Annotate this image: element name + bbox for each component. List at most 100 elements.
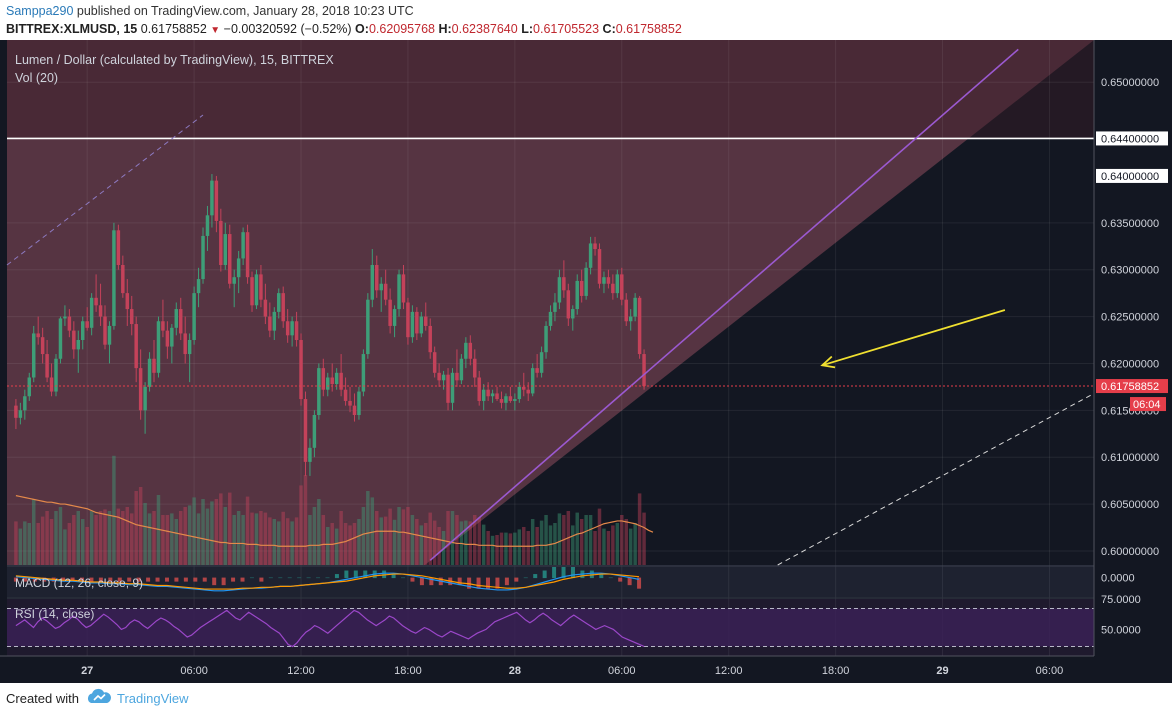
countdown-label: 06:04 [1133,399,1161,411]
candle-body [236,258,241,278]
ascending-trendline [429,48,1019,561]
volume-bar [473,515,477,565]
volume-bar [45,511,49,565]
time-tick-label: 06:00 [608,665,636,677]
candle-body [290,321,294,336]
volume-label: Vol (20) [15,71,58,85]
rsi-tick-label: 75.0000 [1101,594,1141,606]
candle-body [254,274,259,306]
time-tick-label: 18:00 [822,665,850,677]
volume-bar [383,516,388,565]
macd-histogram-bar [61,577,66,582]
volume-bar [357,519,361,565]
high-label: H: [438,22,452,36]
candle-body [205,215,210,236]
candle-body [130,309,134,325]
volume-bar [624,519,628,565]
chart-area[interactable]: 0.65000000 0.63500000 0.63000000 0.62500000… [0,40,1172,683]
candle-body [392,309,397,326]
rsi-label: RSI (14, close) [15,607,94,621]
candle-body [214,180,219,221]
macd-histogram-bar [136,577,141,582]
candle-body [620,274,624,300]
tradingview-link[interactable]: TradingView [117,691,189,706]
macd-histogram-bar [325,577,330,579]
volume-bar [495,535,499,565]
macd-histogram-bar [363,570,368,579]
macd-histogram-bar [542,570,547,579]
volume-bar [116,508,121,565]
candle-body [539,352,544,373]
symbol-label: BITTREX:XLMUSD, 15 [6,22,138,36]
candle-body [584,267,588,296]
macd-histogram-bar [316,577,321,579]
macd-histogram-bar [202,577,207,582]
volume-bar [637,493,642,565]
volume-bar [156,495,161,565]
time-tick-label: 29 [936,665,948,677]
candle-body [473,358,477,378]
volume-bar [477,517,481,565]
last-price: 0.61758852 [140,22,207,36]
author-link[interactable]: Samppa290 [6,4,74,18]
volume-bar [147,513,152,565]
candle-body [187,340,192,355]
volume-bar [446,511,450,565]
countdown-badge [1130,397,1166,412]
candle-body [459,358,464,381]
candle-body [27,377,32,397]
volume-bar [63,529,67,565]
volume-bar [410,515,415,565]
volume-bar [196,513,201,565]
volume-bar [40,516,45,565]
macd-histogram-bar [70,577,75,582]
macd-histogram-bar [514,577,519,582]
close-value: 0.61758852 [615,22,682,36]
volume-bar [290,521,294,565]
candle-body [299,340,303,400]
volume-bar [27,523,32,565]
candle-body [31,333,36,378]
volume-bar [241,515,245,565]
volume-bar [602,528,606,565]
volume-bar [352,523,357,565]
candle-body [121,265,125,294]
macd-histogram-bar [146,577,151,582]
candle-body [611,283,615,294]
open-label: O: [355,22,369,36]
macd-histogram-bar [287,577,292,579]
candle-body [152,358,156,373]
time-tick-label: 06:00 [1036,665,1064,677]
candle-body [526,389,530,394]
volume-bar [526,531,530,565]
volume-bar [259,511,263,565]
volume-bar [183,507,187,565]
volume-bar [125,507,130,565]
volume-bar [170,513,174,565]
down-triangle-icon: ▼ [210,25,221,36]
volume-bar [375,511,379,565]
candle-body [571,309,575,319]
volume-bar [245,496,250,565]
volume-bar [23,521,27,565]
candle-body [174,309,179,328]
candle-body [321,368,326,390]
candle-body [553,302,557,312]
price-tick-label: 0.62500000 [1101,312,1159,324]
candle-body [588,243,593,268]
candle-body [138,368,143,411]
candle-body [361,354,366,392]
volume-bar [89,511,94,565]
publish-line: Samppa290 published on TradingView.com, … [6,4,414,18]
tradingview-cloud-icon [87,688,111,703]
price-level-badge [1096,131,1168,146]
macd-histogram-bar [32,577,37,582]
volume-ma-line [15,495,654,547]
candle-body [14,405,18,418]
volume-bar [620,515,624,565]
candle-body [602,277,606,284]
volume-bar [513,532,517,565]
price-level-badge [1096,168,1168,183]
macd-histogram-bar [193,577,198,582]
volume-bar [219,493,223,565]
